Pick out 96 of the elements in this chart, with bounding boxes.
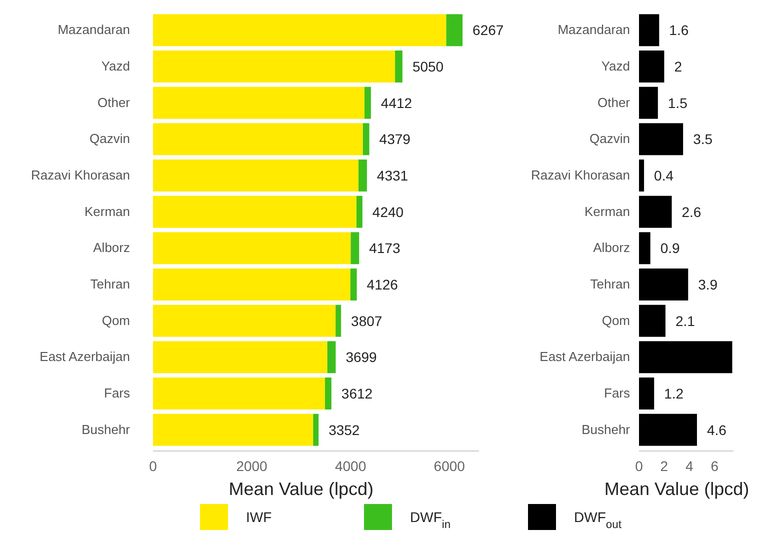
data-label: 0.4	[654, 168, 674, 184]
bar	[153, 196, 357, 228]
legend-label: DWF$_{out}$	[574, 509, 622, 531]
y-tick-label: Tehran	[590, 276, 630, 292]
y-tick-label: Other	[97, 94, 131, 110]
x-tick-label: 4	[686, 458, 694, 474]
data-label: 1.5	[668, 94, 688, 111]
bar	[153, 50, 396, 82]
data-label: 3.5	[693, 131, 713, 148]
bar	[356, 196, 362, 228]
bar	[153, 378, 325, 410]
bar	[364, 86, 371, 119]
total-label: 5050	[412, 58, 444, 74]
x-tick-label: 2000	[236, 458, 268, 474]
x-axis-title: Mean Value (lpcd)	[228, 479, 374, 499]
y-tick-label: East Azerbaijan	[40, 349, 130, 364]
bar	[639, 304, 666, 337]
y-tick-label: Kerman	[84, 204, 130, 219]
data-label: 2	[674, 58, 682, 74]
y-tick-label: Razavi Khorasan	[531, 168, 630, 182]
bar	[639, 341, 732, 374]
bar	[639, 378, 654, 410]
total-label: 3807	[351, 312, 382, 329]
total-label: 4412	[380, 94, 412, 111]
bar	[153, 268, 350, 300]
data-label: 1.6	[669, 22, 689, 38]
y-tick-label: Qom	[602, 312, 630, 328]
total-label: 4331	[376, 168, 408, 184]
data-label: 3.9	[698, 276, 718, 292]
bar	[639, 232, 650, 264]
bar	[153, 86, 365, 119]
bar	[153, 14, 446, 46]
bar	[153, 232, 351, 264]
y-tick-label: Mazandaran	[58, 22, 130, 38]
bar	[327, 341, 336, 374]
bar	[153, 123, 363, 156]
bar	[153, 304, 336, 337]
total-label: 4379	[379, 131, 411, 148]
x-tick-label: 0	[149, 458, 158, 474]
bar	[350, 268, 357, 300]
legend-label: IWF	[246, 509, 272, 525]
y-tick-label: Qom	[102, 312, 130, 328]
data-label: 4.6	[706, 422, 727, 438]
bar	[639, 123, 684, 156]
bar	[324, 378, 332, 410]
y-tick-label: Alborz	[93, 240, 130, 256]
x-tick-label: 6000	[434, 458, 466, 474]
data-label: 2.6	[682, 204, 702, 220]
y-tick-label: Tehran	[90, 276, 130, 292]
x-tick-label: 2	[660, 458, 668, 474]
bar	[639, 414, 697, 446]
bar	[395, 50, 402, 82]
legend-label: DWF$_{in}$	[410, 509, 451, 531]
y-tick-label: Alborz	[593, 240, 630, 256]
bar	[153, 414, 314, 446]
bar	[362, 123, 370, 156]
total-label: 3699	[346, 349, 378, 366]
bar	[639, 50, 664, 82]
bar	[639, 86, 658, 119]
data-label: 1.2	[664, 386, 684, 402]
total-label: 3352	[328, 422, 360, 438]
y-tick-label: Other	[597, 94, 631, 110]
bar	[639, 14, 660, 46]
y-tick-label: Razavi Khorasan	[31, 168, 130, 182]
bar	[446, 14, 463, 46]
y-tick-label: Fars	[604, 386, 630, 400]
y-tick-label: East Azerbaijan	[540, 349, 630, 364]
y-tick-label: Kerman	[584, 204, 630, 219]
data-label: 0.9	[660, 240, 680, 256]
bar	[358, 160, 367, 192]
y-tick-label: Fars	[104, 386, 130, 400]
total-label: 3612	[341, 386, 373, 402]
x-tick-label: 0	[635, 458, 644, 474]
total-label: 4126	[366, 276, 398, 292]
y-tick-label: Qazvin	[90, 131, 130, 146]
y-tick-label: Bushehr	[582, 422, 631, 437]
bar	[350, 232, 360, 264]
bar	[313, 414, 319, 446]
bar	[336, 304, 342, 337]
bar	[153, 341, 328, 374]
y-tick-label: Qazvin	[590, 131, 630, 146]
bar	[639, 196, 672, 228]
total-label: 4173	[369, 240, 400, 256]
x-axis-title: Mean Value (lpcd)	[604, 479, 750, 499]
bar	[639, 268, 688, 300]
total-label: 4240	[372, 204, 404, 220]
y-tick-label: Bushehr	[82, 422, 131, 437]
bar	[153, 160, 359, 192]
bar	[639, 160, 644, 192]
x-tick-label: 4000	[335, 458, 366, 474]
total-label: 6267	[472, 22, 504, 38]
data-label: 2.1	[675, 312, 696, 329]
x-tick-label: 6	[710, 458, 719, 474]
y-tick-label: Yazd	[101, 58, 130, 74]
y-tick-label: Mazandaran	[558, 22, 630, 38]
y-tick-label: Yazd	[601, 58, 630, 74]
